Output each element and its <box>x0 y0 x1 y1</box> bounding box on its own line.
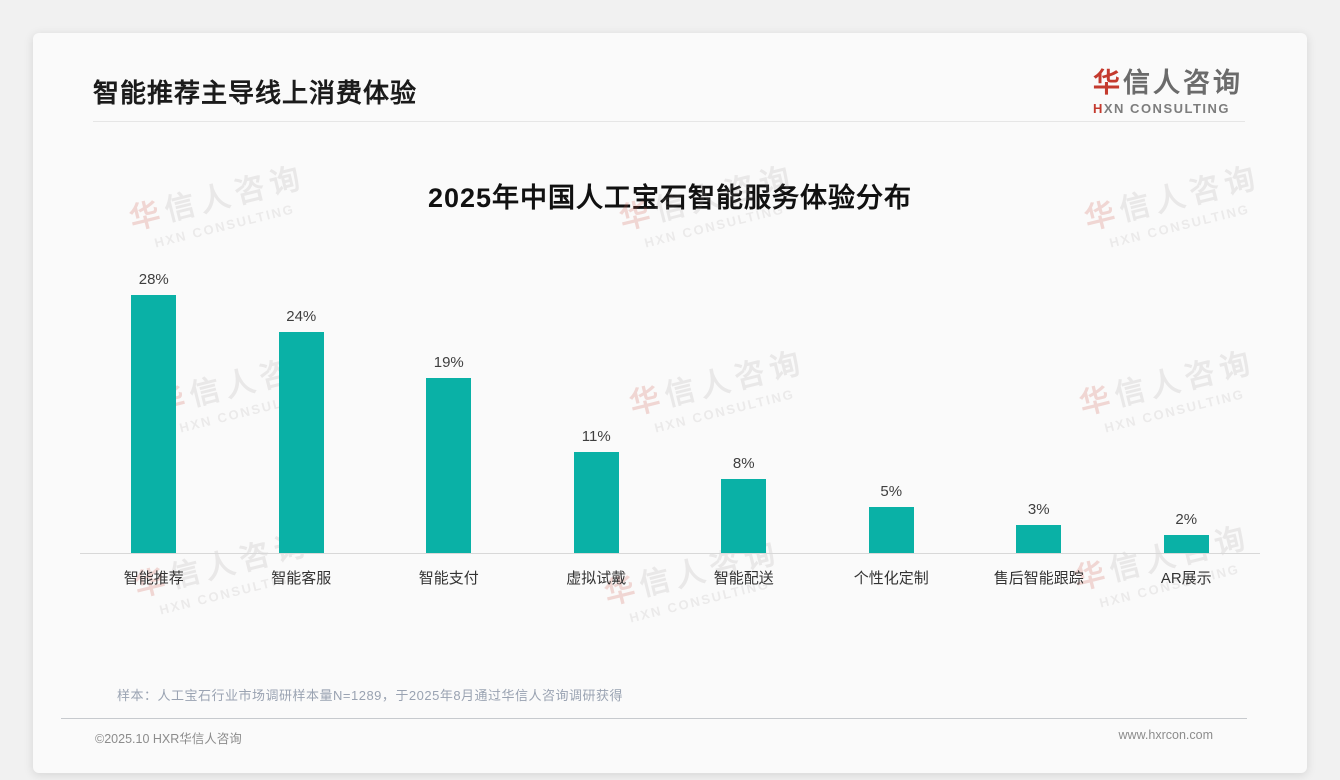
bar-value-label: 8% <box>732 455 755 473</box>
bar-value-label: 24% <box>286 308 317 326</box>
bar-value-label: 11% <box>581 427 611 445</box>
bar-group: 24% <box>228 261 376 553</box>
category-label: 售后智能跟踪 <box>993 570 1084 587</box>
category-label: 个性化定制 <box>853 570 929 587</box>
category-label: 智能客服 <box>271 570 332 587</box>
bar-value-label: 19% <box>433 354 464 372</box>
chart-title: 2025年中国人工宝石智能服务体验分布 <box>427 183 913 213</box>
footer: ©2025.10 HXR华信人咨询 www.hxrcon.com <box>95 728 1213 747</box>
logo-rest-chars: 信人咨询 <box>1123 68 1243 98</box>
footer-website: www.hxrcon.com <box>1118 728 1213 742</box>
bar[interactable] <box>1163 534 1209 553</box>
company-logo: 华信人咨询 HXN CONSULTING <box>1093 61 1243 116</box>
bar[interactable] <box>1016 525 1062 553</box>
bar-group: 3% <box>965 261 1113 553</box>
bar-group: 11% <box>523 261 671 553</box>
bar-group: 2% <box>1113 261 1261 553</box>
bar[interactable] <box>278 332 324 553</box>
logo-accent-char: 华 <box>1093 68 1123 98</box>
header-divider <box>93 121 1245 122</box>
bar[interactable] <box>721 479 767 553</box>
footer-copyright: ©2025.10 HXR华信人咨询 <box>95 732 242 746</box>
category-label: 虚拟试戴 <box>566 570 627 587</box>
bar-value-label: 5% <box>880 483 903 500</box>
bar-value-label: 28% <box>138 271 169 289</box>
plot-area: 28% 24% 19% 11% 8% 5% 3% 2% <box>80 261 1260 553</box>
category-label: 智能配送 <box>713 570 774 587</box>
category-axis: 智能推荐 智能客服 智能支付 虚拟试戴 智能配送 个性化定制 售后智能跟踪 AR展示 <box>80 567 1260 588</box>
bar[interactable] <box>131 295 177 553</box>
category-label: 智能支付 <box>418 570 479 587</box>
bar-value-label: 3% <box>1027 501 1050 519</box>
slide-card: 华信人咨询 HXN CONSULTING 华信人咨询 HXN CONSULTING 华信… <box>33 33 1307 773</box>
logo-en-rest-chars: XN CONSULTING <box>1103 101 1231 116</box>
bar-group: 19% <box>375 261 523 553</box>
logo-en-accent-char: H <box>1093 101 1104 116</box>
logo-chinese-name: 华信人咨询 <box>1093 61 1243 100</box>
sample-note: 样本：人工宝石行业市场调研样本量N=1289，于2025年8月通过华信人咨询调研… <box>117 688 624 703</box>
x-axis-line <box>80 553 1260 554</box>
bar-group: 5% <box>818 261 966 553</box>
bar-value-label: 2% <box>1175 510 1198 528</box>
category-label: 智能推荐 <box>123 570 184 587</box>
bar-group: 8% <box>670 261 818 553</box>
page-title: 智能推荐主导线上消费体验 <box>93 78 418 108</box>
bar[interactable] <box>426 378 472 553</box>
bar[interactable] <box>868 507 914 553</box>
bar[interactable] <box>573 451 619 553</box>
logo-english-name: HXN CONSULTING <box>1093 101 1243 116</box>
footer-divider <box>61 718 1247 719</box>
category-label: AR展示 <box>1160 570 1212 587</box>
bar-group: 28% <box>80 261 228 553</box>
